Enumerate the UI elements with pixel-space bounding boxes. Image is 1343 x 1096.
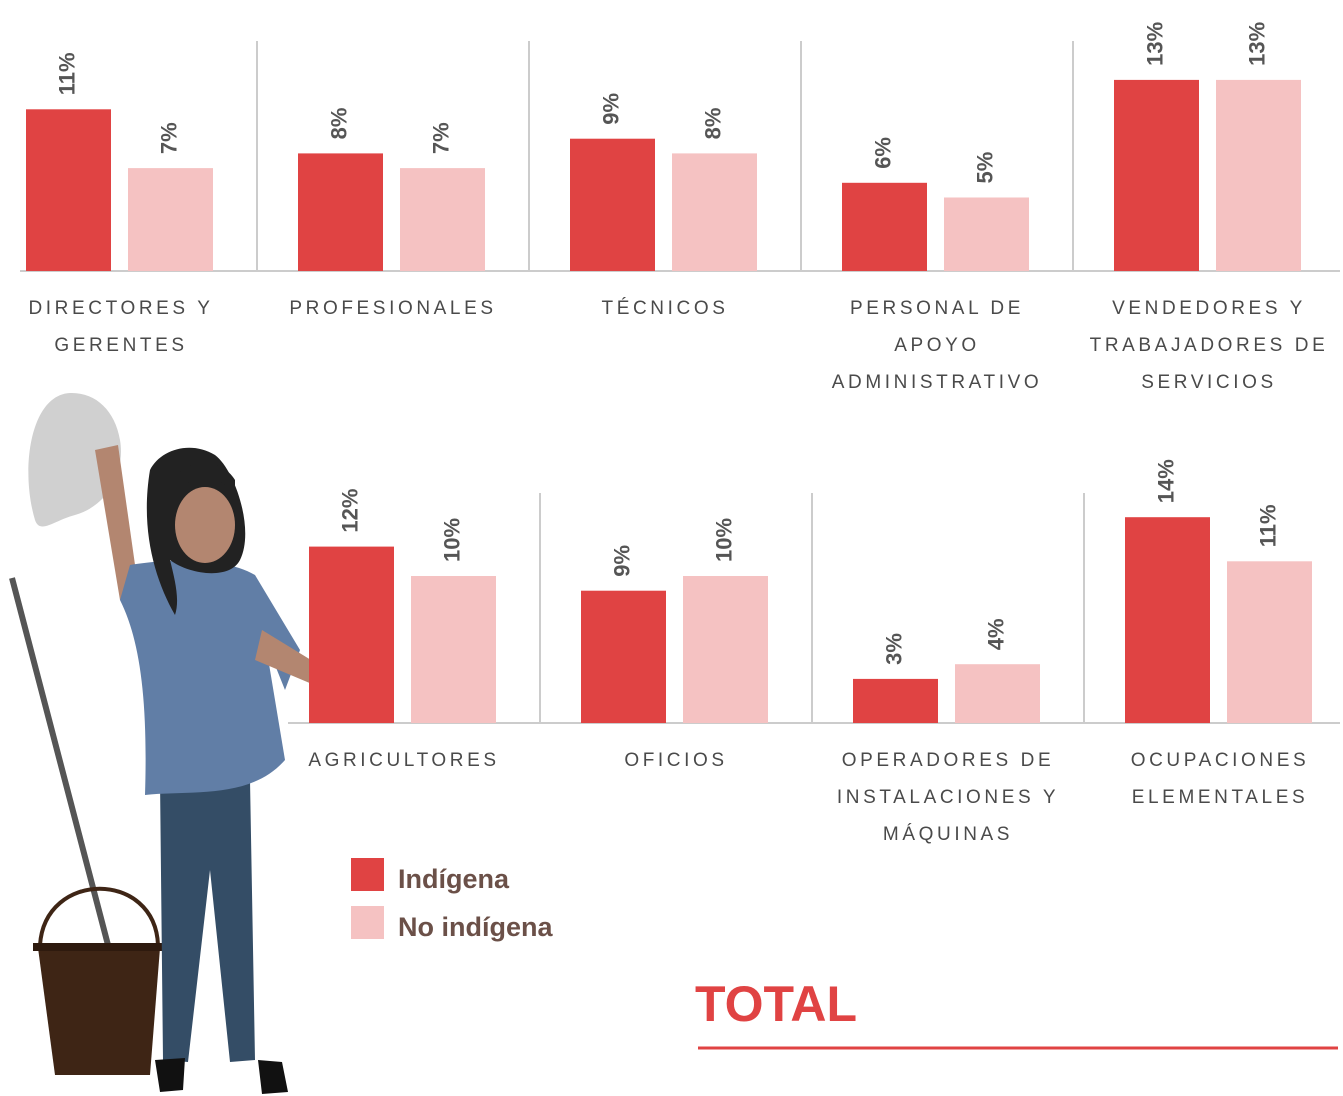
bar bbox=[1216, 80, 1301, 271]
category-label: PROFESIONALES bbox=[263, 290, 523, 327]
category-label: OFICIOS bbox=[546, 742, 806, 779]
legend-swatch bbox=[351, 858, 384, 891]
bar bbox=[842, 183, 927, 271]
value-label: 4% bbox=[983, 618, 1008, 650]
value-label: 13% bbox=[1244, 22, 1269, 66]
value-label: 11% bbox=[54, 52, 79, 95]
bar bbox=[944, 198, 1029, 272]
legend-label: No indígena bbox=[398, 912, 553, 943]
legend-label: Indígena bbox=[398, 864, 509, 895]
value-label: 10% bbox=[439, 518, 464, 562]
bar bbox=[672, 153, 757, 271]
value-label: 9% bbox=[609, 545, 634, 577]
bar bbox=[1227, 561, 1312, 723]
value-label: 5% bbox=[972, 152, 997, 184]
bar bbox=[1125, 517, 1210, 723]
bar bbox=[853, 679, 938, 723]
value-label: 11% bbox=[1255, 504, 1280, 547]
bar bbox=[683, 576, 768, 723]
bar bbox=[1114, 80, 1199, 271]
category-label: VENDEDORES Y TRABAJADORES DE SERVICIOS bbox=[1079, 290, 1339, 401]
value-label: 8% bbox=[700, 108, 725, 140]
bar bbox=[309, 547, 394, 723]
value-label: 14% bbox=[1153, 459, 1178, 503]
bar bbox=[581, 591, 666, 723]
value-label: 9% bbox=[598, 93, 623, 125]
category-label: OPERADORES DE INSTALACIONES Y MÁQUINAS bbox=[818, 742, 1078, 853]
value-label: 13% bbox=[1142, 22, 1167, 66]
bar bbox=[411, 576, 496, 723]
value-label: 7% bbox=[428, 122, 453, 154]
value-label: 8% bbox=[326, 108, 351, 140]
category-label: TÉCNICOS bbox=[535, 290, 795, 327]
chart-title: TOTAL bbox=[695, 975, 857, 1033]
bar bbox=[128, 168, 213, 271]
bar bbox=[570, 139, 655, 271]
value-label: 12% bbox=[337, 489, 362, 533]
bar bbox=[26, 109, 111, 271]
value-label: 6% bbox=[870, 137, 895, 169]
category-label: AGRICULTORES bbox=[274, 742, 534, 779]
value-label: 3% bbox=[881, 633, 906, 665]
category-label: PERSONAL DE APOYO ADMINISTRATIVO bbox=[807, 290, 1067, 401]
bar bbox=[400, 168, 485, 271]
bar bbox=[955, 664, 1040, 723]
chart: 11% 7% 8% 7% 9% 8% 6% 5% 13% 13% 12% 10% 9% 10% 3% 4% 14… bbox=[0, 0, 1343, 1096]
legend-swatch bbox=[351, 906, 384, 939]
page: 11% 7% 8% 7% 9% 8% 6% 5% 13% 13% 12% 10% 9% 10% 3% 4% 14… bbox=[0, 0, 1343, 1096]
value-label: 10% bbox=[711, 518, 736, 562]
value-label: 7% bbox=[156, 122, 181, 154]
category-label: DIRECTORES Y GERENTES bbox=[0, 290, 251, 364]
category-label: OCUPACIONES ELEMENTALES bbox=[1090, 742, 1343, 816]
bar bbox=[298, 153, 383, 271]
